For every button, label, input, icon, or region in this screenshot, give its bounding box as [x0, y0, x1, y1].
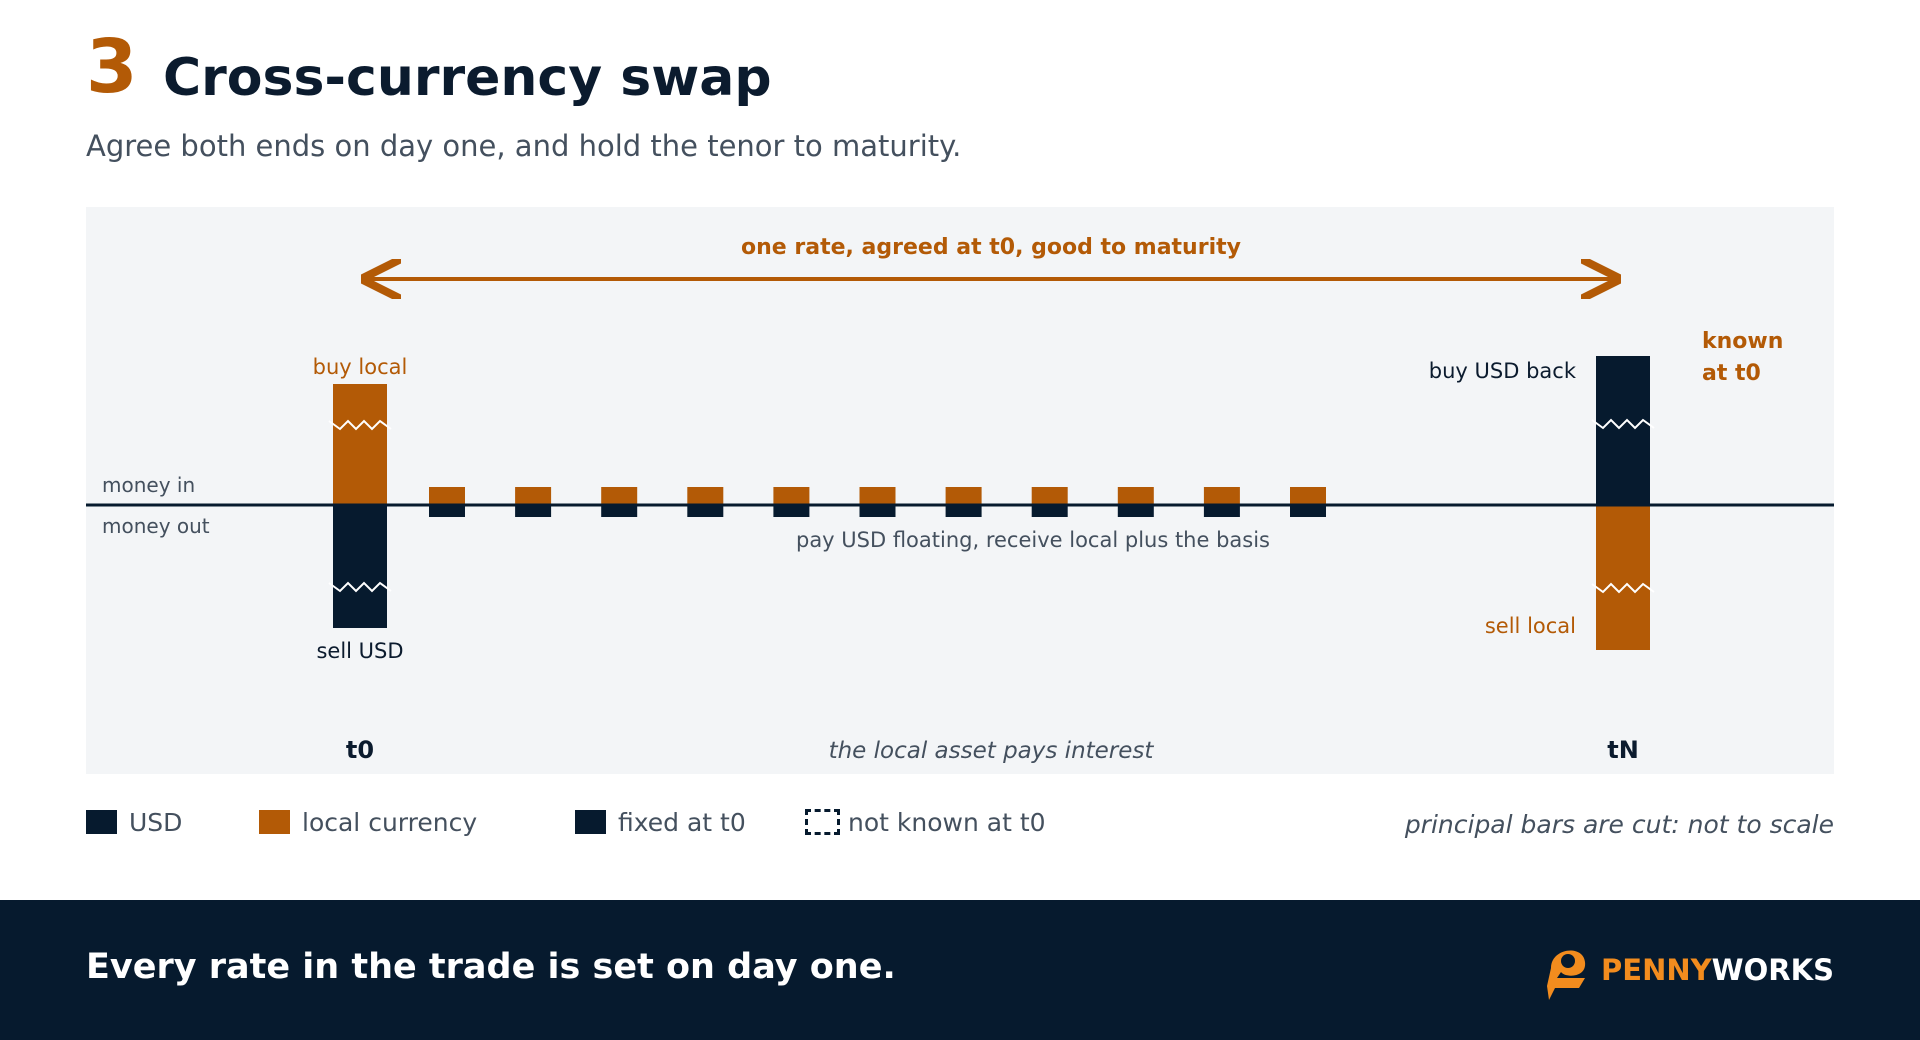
coupon-receive-local	[515, 487, 552, 505]
coupon-receive-local	[1290, 487, 1326, 505]
usd-swatch	[86, 810, 117, 834]
legend-label: local currency	[302, 807, 478, 837]
page-title: Cross-currency swap	[163, 48, 772, 108]
footer-tagline: Every rate in the trade is set on day on…	[86, 947, 896, 987]
brand-name-part2: WORKS	[1711, 953, 1834, 987]
tn-bottom-cut-mark	[1591, 582, 1655, 594]
coupon-receive-local	[429, 487, 465, 505]
t0-sell-usd-bar	[333, 505, 387, 628]
legend-label: not known at t0	[848, 807, 1046, 837]
coupon-pay-usd	[515, 505, 552, 517]
coupon-receive-local	[601, 487, 638, 505]
tn-sell-local-label: sell local	[1485, 614, 1576, 638]
coupon-receive-local	[773, 487, 810, 505]
t0-buy-local-label: buy local	[313, 355, 408, 379]
pennyworks-logo-icon	[1547, 950, 1586, 1000]
t0-bottom-cut-mark	[328, 581, 392, 593]
tn-sell-local-bar	[1596, 505, 1650, 650]
tn-buy-usd-back-label: buy USD back	[1429, 359, 1577, 383]
coupon-pay-usd	[1031, 505, 1068, 517]
section-number: 3	[86, 24, 138, 110]
local-asset-caption: the local asset pays interest	[829, 738, 1155, 764]
legend: USD local currency fixed at t0 not known…	[86, 804, 1834, 840]
coupon-receive-local	[859, 487, 896, 505]
coupon-label: pay USD floating, receive local plus the…	[796, 528, 1270, 552]
rate-arrow-label: one rate, agreed at t0, good to maturity	[741, 235, 1241, 260]
coupon-pay-usd	[687, 505, 724, 517]
swap-diagram: one rate, agreed at t0, good to maturity…	[86, 235, 1834, 764]
unknown-swatch	[805, 809, 840, 835]
tn-known-note-line1: known	[1702, 329, 1783, 354]
brand-logo: PENNYWORKS	[1543, 938, 1834, 1002]
legend-item-usd: USD	[86, 804, 182, 840]
t0-sell-usd-label: sell USD	[316, 639, 403, 663]
legend-item-fixed: fixed at t0	[575, 804, 746, 840]
coupon-pay-usd	[1290, 505, 1326, 517]
coupon-pay-usd	[429, 505, 465, 517]
coupon-pay-usd	[1117, 505, 1154, 517]
coupon-pay-usd	[773, 505, 810, 517]
coupon-pay-usd	[945, 505, 982, 517]
coupon-flows	[429, 487, 1326, 517]
legend-item-local-currency: local currency	[259, 804, 477, 840]
page-subtitle: Agree both ends on day one, and hold the…	[86, 129, 962, 163]
footer-banner: Every rate in the trade is set on day on…	[0, 900, 1920, 1040]
t0-buy-local-bar	[333, 384, 387, 505]
tn-top-cut-mark	[1591, 418, 1655, 430]
money-out-label: money out	[102, 514, 210, 538]
t0-top-cut-mark	[328, 419, 392, 431]
tn-time-label: tN	[1607, 736, 1639, 764]
fixed-swatch	[575, 810, 606, 834]
coupon-pay-usd	[601, 505, 638, 517]
money-in-label: money in	[102, 473, 195, 497]
coupon-receive-local	[1203, 487, 1240, 505]
local-currency-swatch	[259, 810, 290, 834]
legend-scale-note: principal bars are cut: not to scale	[1404, 810, 1834, 839]
brand-name: PENNYWORKS	[1601, 953, 1834, 987]
tn-known-note-line2: at t0	[1702, 361, 1761, 386]
coupon-pay-usd	[859, 505, 896, 517]
legend-label: fixed at t0	[618, 807, 746, 837]
swap-diagram-panel: one rate, agreed at t0, good to maturity…	[86, 207, 1834, 774]
coupon-receive-local	[945, 487, 982, 505]
legend-item-unknown: not known at t0	[805, 804, 1046, 840]
coupon-pay-usd	[1203, 505, 1240, 517]
tn-buy-usd-back-bar	[1596, 356, 1650, 505]
legend-label: USD	[129, 807, 183, 837]
t0-time-label: t0	[346, 736, 374, 764]
coupon-receive-local	[687, 487, 724, 505]
coupon-receive-local	[1031, 487, 1068, 505]
brand-name-part1: PENNY	[1601, 953, 1712, 987]
coupon-receive-local	[1117, 487, 1154, 505]
